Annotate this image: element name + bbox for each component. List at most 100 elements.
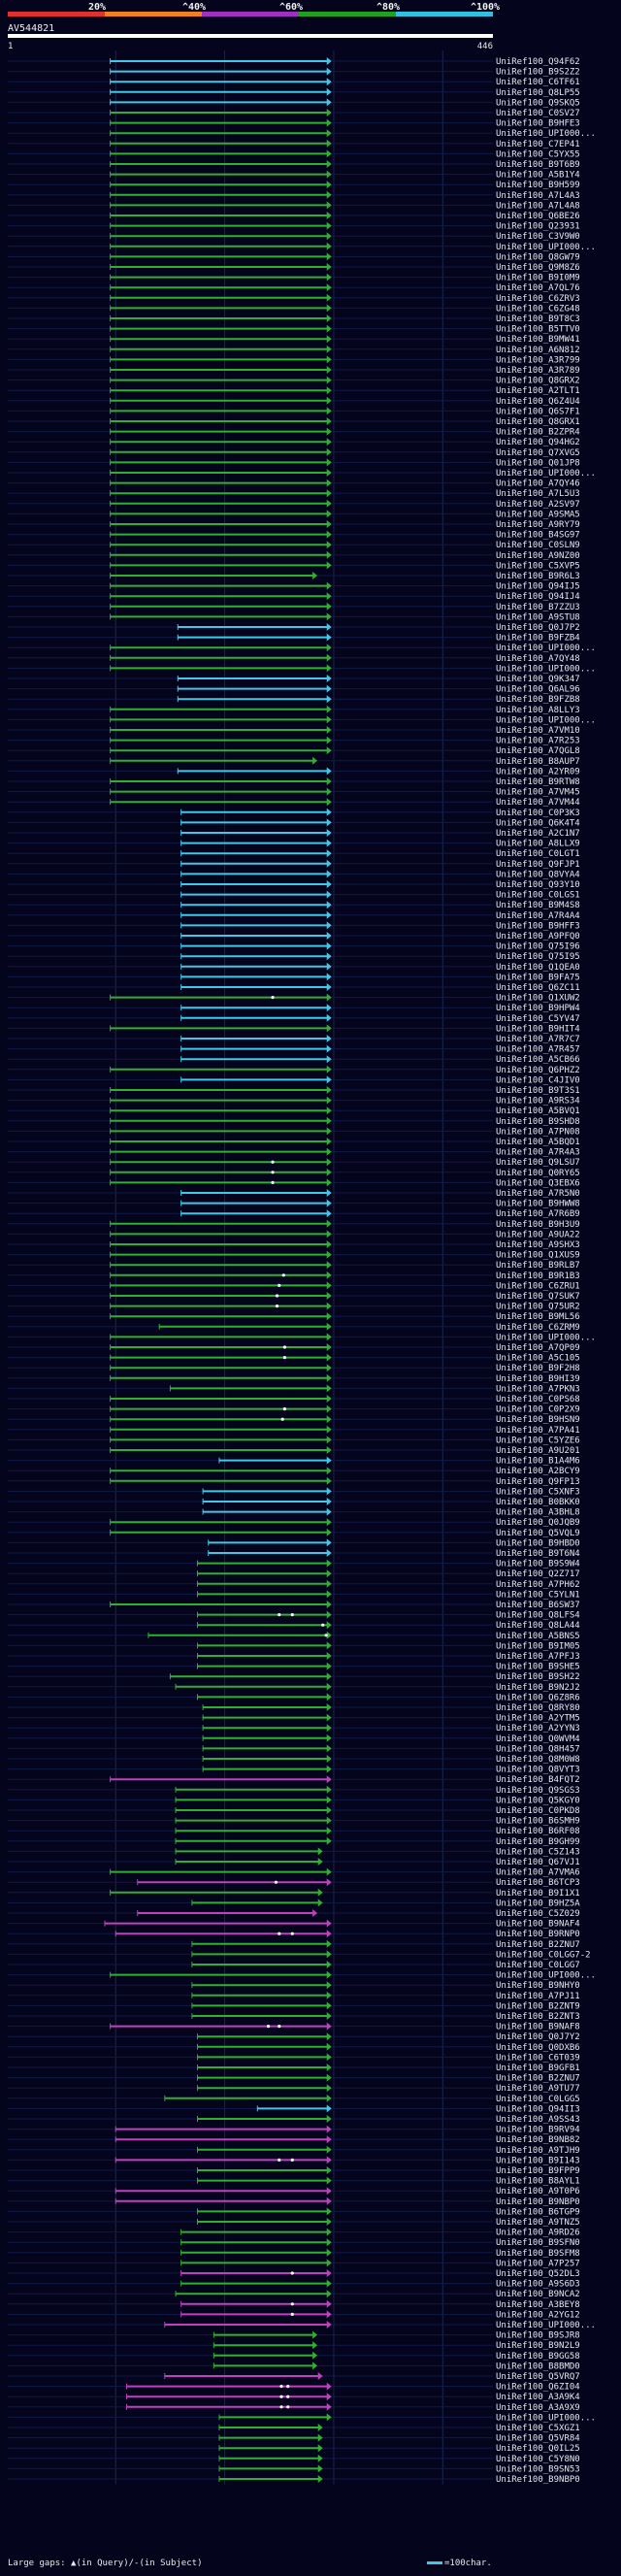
hit-label[interactable]: UniRef100_A5BVQ1 — [496, 1106, 580, 1116]
hit-label[interactable]: UniRef100_B2ZNT9 — [496, 2001, 580, 2011]
hit-label[interactable]: UniRef100_B9RLB7 — [496, 1261, 580, 1271]
hit-label[interactable]: UniRef100_Q8VYA4 — [496, 870, 580, 879]
hit-label[interactable]: UniRef100_C5YV47 — [496, 1014, 580, 1024]
hit-label[interactable]: UniRef100_Q6S7F1 — [496, 407, 580, 416]
hit-label[interactable]: UniRef100_A9TNZ5 — [496, 2218, 580, 2228]
hit-label[interactable]: UniRef100_B2ZPR4 — [496, 428, 580, 438]
hit-label[interactable]: UniRef100_A7QY48 — [496, 654, 580, 664]
hit-label[interactable]: UniRef100_B9NHY0 — [496, 1981, 580, 1991]
hit-label[interactable]: UniRef100_Q0J7Y2 — [496, 2032, 580, 2042]
hit-label[interactable]: UniRef100_A2YG12 — [496, 2310, 580, 2320]
hit-label[interactable]: UniRef100_A7QL76 — [496, 283, 580, 293]
hit-label[interactable]: UniRef100_Q0RY65 — [496, 1169, 580, 1178]
hit-label[interactable]: UniRef100_A7QGL8 — [496, 746, 580, 756]
hit-label[interactable]: UniRef100_A2BCY9 — [496, 1467, 580, 1476]
hit-label[interactable]: UniRef100_A9UA22 — [496, 1230, 580, 1239]
hit-label[interactable]: UniRef100_Q9M8Z6 — [496, 263, 580, 273]
hit-label[interactable]: UniRef100_Q1QEA0 — [496, 963, 580, 973]
hit-label[interactable]: UniRef100_Q2Z717 — [496, 1569, 580, 1579]
hit-label[interactable]: UniRef100_A2TLT1 — [496, 386, 580, 396]
hit-label[interactable]: UniRef100_B9S2Z2 — [496, 68, 580, 78]
hit-label[interactable]: UniRef100_B9NBP0 — [496, 2197, 580, 2207]
hit-label[interactable]: UniRef100_A3BEY8 — [496, 2300, 580, 2310]
hit-label[interactable]: UniRef100_A5B1Y4 — [496, 171, 580, 181]
hit-label[interactable]: UniRef100_B9I1X1 — [496, 1889, 580, 1899]
hit-label[interactable]: UniRef100_Q8GRX1 — [496, 417, 580, 427]
hit-label[interactable]: UniRef100_Q67VJ1 — [496, 1858, 580, 1867]
hit-label[interactable]: UniRef100_B9SH22 — [496, 1672, 580, 1682]
hit-label[interactable]: UniRef100_B9M4S8 — [496, 901, 580, 910]
hit-label[interactable]: UniRef100_Q1XUW2 — [496, 994, 580, 1004]
hit-label[interactable]: UniRef100_Q52DL3 — [496, 2269, 580, 2279]
hit-label[interactable]: UniRef100_Q23931 — [496, 222, 580, 232]
hit-label[interactable]: UniRef100_A9RY79 — [496, 520, 580, 530]
hit-label[interactable]: UniRef100_C0PS68 — [496, 1395, 580, 1404]
hit-label[interactable]: UniRef100_A7R7C7 — [496, 1035, 580, 1044]
hit-label[interactable]: UniRef100_B9FZB8 — [496, 695, 580, 705]
hit-label[interactable]: UniRef100_C0LGS1 — [496, 891, 580, 901]
hit-label[interactable]: UniRef100_B9FPP9 — [496, 2166, 580, 2176]
hit-label[interactable]: UniRef100_C6ZG48 — [496, 304, 580, 314]
hit-label[interactable]: UniRef100_B9NB82 — [496, 2135, 580, 2145]
hit-label[interactable]: UniRef100_C6ZRM9 — [496, 1323, 580, 1333]
hit-label[interactable]: UniRef100_C5Z029 — [496, 1909, 580, 1919]
hit-label[interactable]: UniRef100_B9HPW4 — [496, 1004, 580, 1013]
hit-label[interactable]: UniRef100_B9HZ5A — [496, 1899, 580, 1908]
hit-label[interactable]: UniRef100_Q9LSU7 — [496, 1158, 580, 1168]
hit-label[interactable]: UniRef100_B6SW37 — [496, 1601, 580, 1610]
hit-label[interactable]: UniRef100_B9RTW8 — [496, 777, 580, 787]
hit-label[interactable]: UniRef100_Q0IL25 — [496, 2444, 580, 2454]
hit-label[interactable]: UniRef100_Q7SUK7 — [496, 1292, 580, 1302]
hit-label[interactable]: UniRef100_B9R6L3 — [496, 572, 580, 581]
hit-label[interactable]: UniRef100_B9SFN0 — [496, 2238, 580, 2248]
hit-label[interactable]: UniRef100_A3A9X9 — [496, 2403, 580, 2413]
hit-label[interactable]: UniRef100_B2ZNT3 — [496, 2012, 580, 2022]
hit-label[interactable]: UniRef100_A3BHL8 — [496, 1508, 580, 1518]
hit-label[interactable]: UniRef100_A7PA41 — [496, 1426, 580, 1436]
hit-label[interactable]: UniRef100_B5TTV0 — [496, 325, 580, 335]
hit-label[interactable]: UniRef100_B9RV94 — [496, 2126, 580, 2135]
hit-label[interactable]: UniRef100_B9I143 — [496, 2156, 580, 2165]
hit-label[interactable]: UniRef100_Q8LA44 — [496, 1621, 580, 1631]
hit-label[interactable]: UniRef100_A9NZ00 — [496, 551, 580, 561]
hit-label[interactable]: UniRef100_Q94F62 — [496, 57, 580, 67]
hit-label[interactable]: UniRef100_A7R6B9 — [496, 1209, 580, 1219]
hit-label[interactable]: UniRef100_B9T3S1 — [496, 1086, 580, 1096]
hit-label[interactable]: UniRef100_C6T039 — [496, 2053, 580, 2063]
hit-label[interactable]: UniRef100_B7ZZU3 — [496, 603, 580, 612]
hit-label[interactable]: UniRef100_Q5VQL9 — [496, 1529, 580, 1538]
hit-label[interactable]: UniRef100_A2C1N7 — [496, 829, 580, 839]
hit-label[interactable]: UniRef100_Q5VRQ7 — [496, 2372, 580, 2382]
hit-label[interactable]: UniRef100_A8LLX9 — [496, 840, 580, 849]
hit-label[interactable]: UniRef100_Q8GRX2 — [496, 377, 580, 386]
hit-label[interactable]: UniRef100_B0BKK0 — [496, 1498, 580, 1507]
hit-label[interactable]: UniRef100_Q93Y10 — [496, 880, 580, 890]
hit-label[interactable]: UniRef100_UPI000... — [496, 664, 596, 674]
hit-label[interactable]: UniRef100_C6ZRV3 — [496, 294, 580, 304]
hit-label[interactable]: UniRef100_B9RNP0 — [496, 1930, 580, 1939]
hit-label[interactable]: UniRef100_UPI000... — [496, 1333, 596, 1342]
hit-label[interactable]: UniRef100_A7PN08 — [496, 1127, 580, 1137]
hit-label[interactable]: UniRef100_Q8RY80 — [496, 1703, 580, 1713]
hit-label[interactable]: UniRef100_Q75UR2 — [496, 1303, 580, 1312]
hit-label[interactable]: UniRef100_Q8LFS4 — [496, 1611, 580, 1621]
hit-label[interactable]: UniRef100_Q8H457 — [496, 1744, 580, 1754]
hit-label[interactable]: UniRef100_C5XNF3 — [496, 1487, 580, 1497]
hit-label[interactable]: UniRef100_Q6PHZ2 — [496, 1066, 580, 1075]
hit-label[interactable]: UniRef100_Q75I95 — [496, 952, 580, 962]
hit-label[interactable]: UniRef100_A5C105 — [496, 1354, 580, 1364]
hit-label[interactable]: UniRef100_A5BQD1 — [496, 1138, 580, 1147]
hit-label[interactable]: UniRef100_Q8VYT3 — [496, 1766, 580, 1775]
hit-label[interactable]: UniRef100_C5YZE6 — [496, 1436, 580, 1445]
hit-label[interactable]: UniRef100_C0LGT1 — [496, 849, 580, 859]
hit-label[interactable]: UniRef100_B9SFM8 — [496, 2249, 580, 2259]
hit-label[interactable]: UniRef100_C0P2X9 — [496, 1405, 580, 1415]
hit-label[interactable]: UniRef100_B1A4M6 — [496, 1457, 580, 1467]
hit-label[interactable]: UniRef100_B9N2J2 — [496, 1683, 580, 1693]
hit-label[interactable]: UniRef100_Q5KGY0 — [496, 1796, 580, 1805]
hit-label[interactable]: UniRef100_B9HI39 — [496, 1374, 580, 1384]
hit-label[interactable]: UniRef100_C7EP41 — [496, 140, 580, 149]
hit-label[interactable]: UniRef100_A9SHX3 — [496, 1240, 580, 1250]
hit-label[interactable]: UniRef100_A7VM44 — [496, 798, 580, 808]
hit-label[interactable]: UniRef100_UPI000... — [496, 129, 596, 139]
